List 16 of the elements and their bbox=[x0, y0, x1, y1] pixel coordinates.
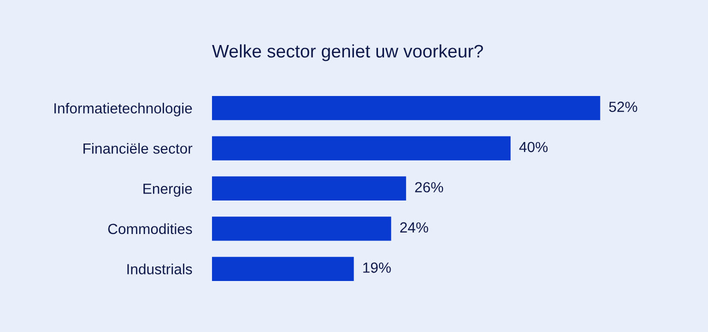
data-label: 26% bbox=[415, 182, 444, 192]
bar bbox=[212, 176, 406, 201]
data-label: 52% bbox=[609, 102, 638, 112]
bar bbox=[212, 216, 392, 241]
data-label: 19% bbox=[363, 262, 391, 273]
bar bbox=[212, 256, 354, 281]
data-label: 24% bbox=[400, 222, 428, 233]
y-tick-label: Industrials bbox=[127, 264, 192, 274]
y-tick-label: Financiële sector bbox=[84, 143, 192, 154]
y-tick-label: Energie bbox=[143, 183, 192, 197]
bar bbox=[212, 136, 511, 160]
chart-title: Welke sector geniet uw voorkeur? bbox=[212, 44, 483, 62]
data-label: 40% bbox=[519, 142, 548, 152]
y-tick-label: Informatietechnologie bbox=[54, 102, 192, 116]
bar bbox=[212, 96, 600, 120]
y-tick-label: Commodities bbox=[108, 223, 192, 234]
